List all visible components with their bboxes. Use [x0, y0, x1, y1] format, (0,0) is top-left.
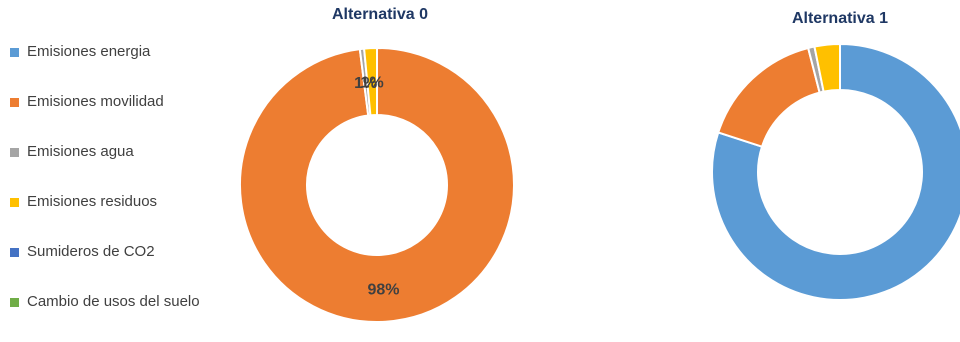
data-label-emisiones-residuos: 1% — [361, 75, 384, 92]
legend-swatch — [10, 298, 19, 307]
legend-item-cambio-usos-suelo: Cambio de usos del suelo — [10, 292, 200, 342]
slice-emisiones-energia — [711, 42, 960, 301]
data-label-emisiones-movilidad: 98% — [367, 281, 399, 298]
legend-label: Emisiones movilidad — [27, 93, 164, 110]
legend-swatch — [10, 148, 19, 157]
legend-item-sumideros-co2: Sumideros de CO2 — [10, 242, 200, 292]
legend-item-emisiones-movilidad: Emisiones movilidad — [10, 92, 200, 142]
chart-title: Alternativa 1 — [791, 10, 889, 27]
legend-swatch — [10, 198, 19, 207]
legend-swatch — [10, 48, 19, 57]
legend-label: Emisiones agua — [27, 143, 134, 160]
slice-emisiones-movilidad — [239, 46, 515, 323]
legend-swatch — [10, 248, 19, 257]
data-label-emisiones-agua: 1% — [354, 75, 377, 92]
legend-item-emisiones-residuos: Emisiones residuos — [10, 192, 200, 242]
legend-item-emisiones-energia: Emisiones energia — [10, 42, 200, 92]
legend-label: Emisiones residuos — [27, 193, 158, 210]
slice-emisiones-residuos — [813, 42, 841, 93]
legend-label: Sumideros de CO2 — [27, 243, 155, 260]
slice-emisiones-movilidad — [717, 46, 821, 148]
legend: Emisiones energia Emisiones movilidad Em… — [10, 42, 200, 342]
slice-emisiones-residuos — [363, 46, 378, 117]
legend-item-emisiones-agua: Emisiones agua — [10, 142, 200, 192]
chart-title: Alternativa 0 — [331, 6, 429, 23]
legend-swatch — [10, 98, 19, 107]
legend-label: Emisiones energia — [27, 43, 151, 60]
legend-label: Cambio de usos del suelo — [27, 293, 200, 310]
